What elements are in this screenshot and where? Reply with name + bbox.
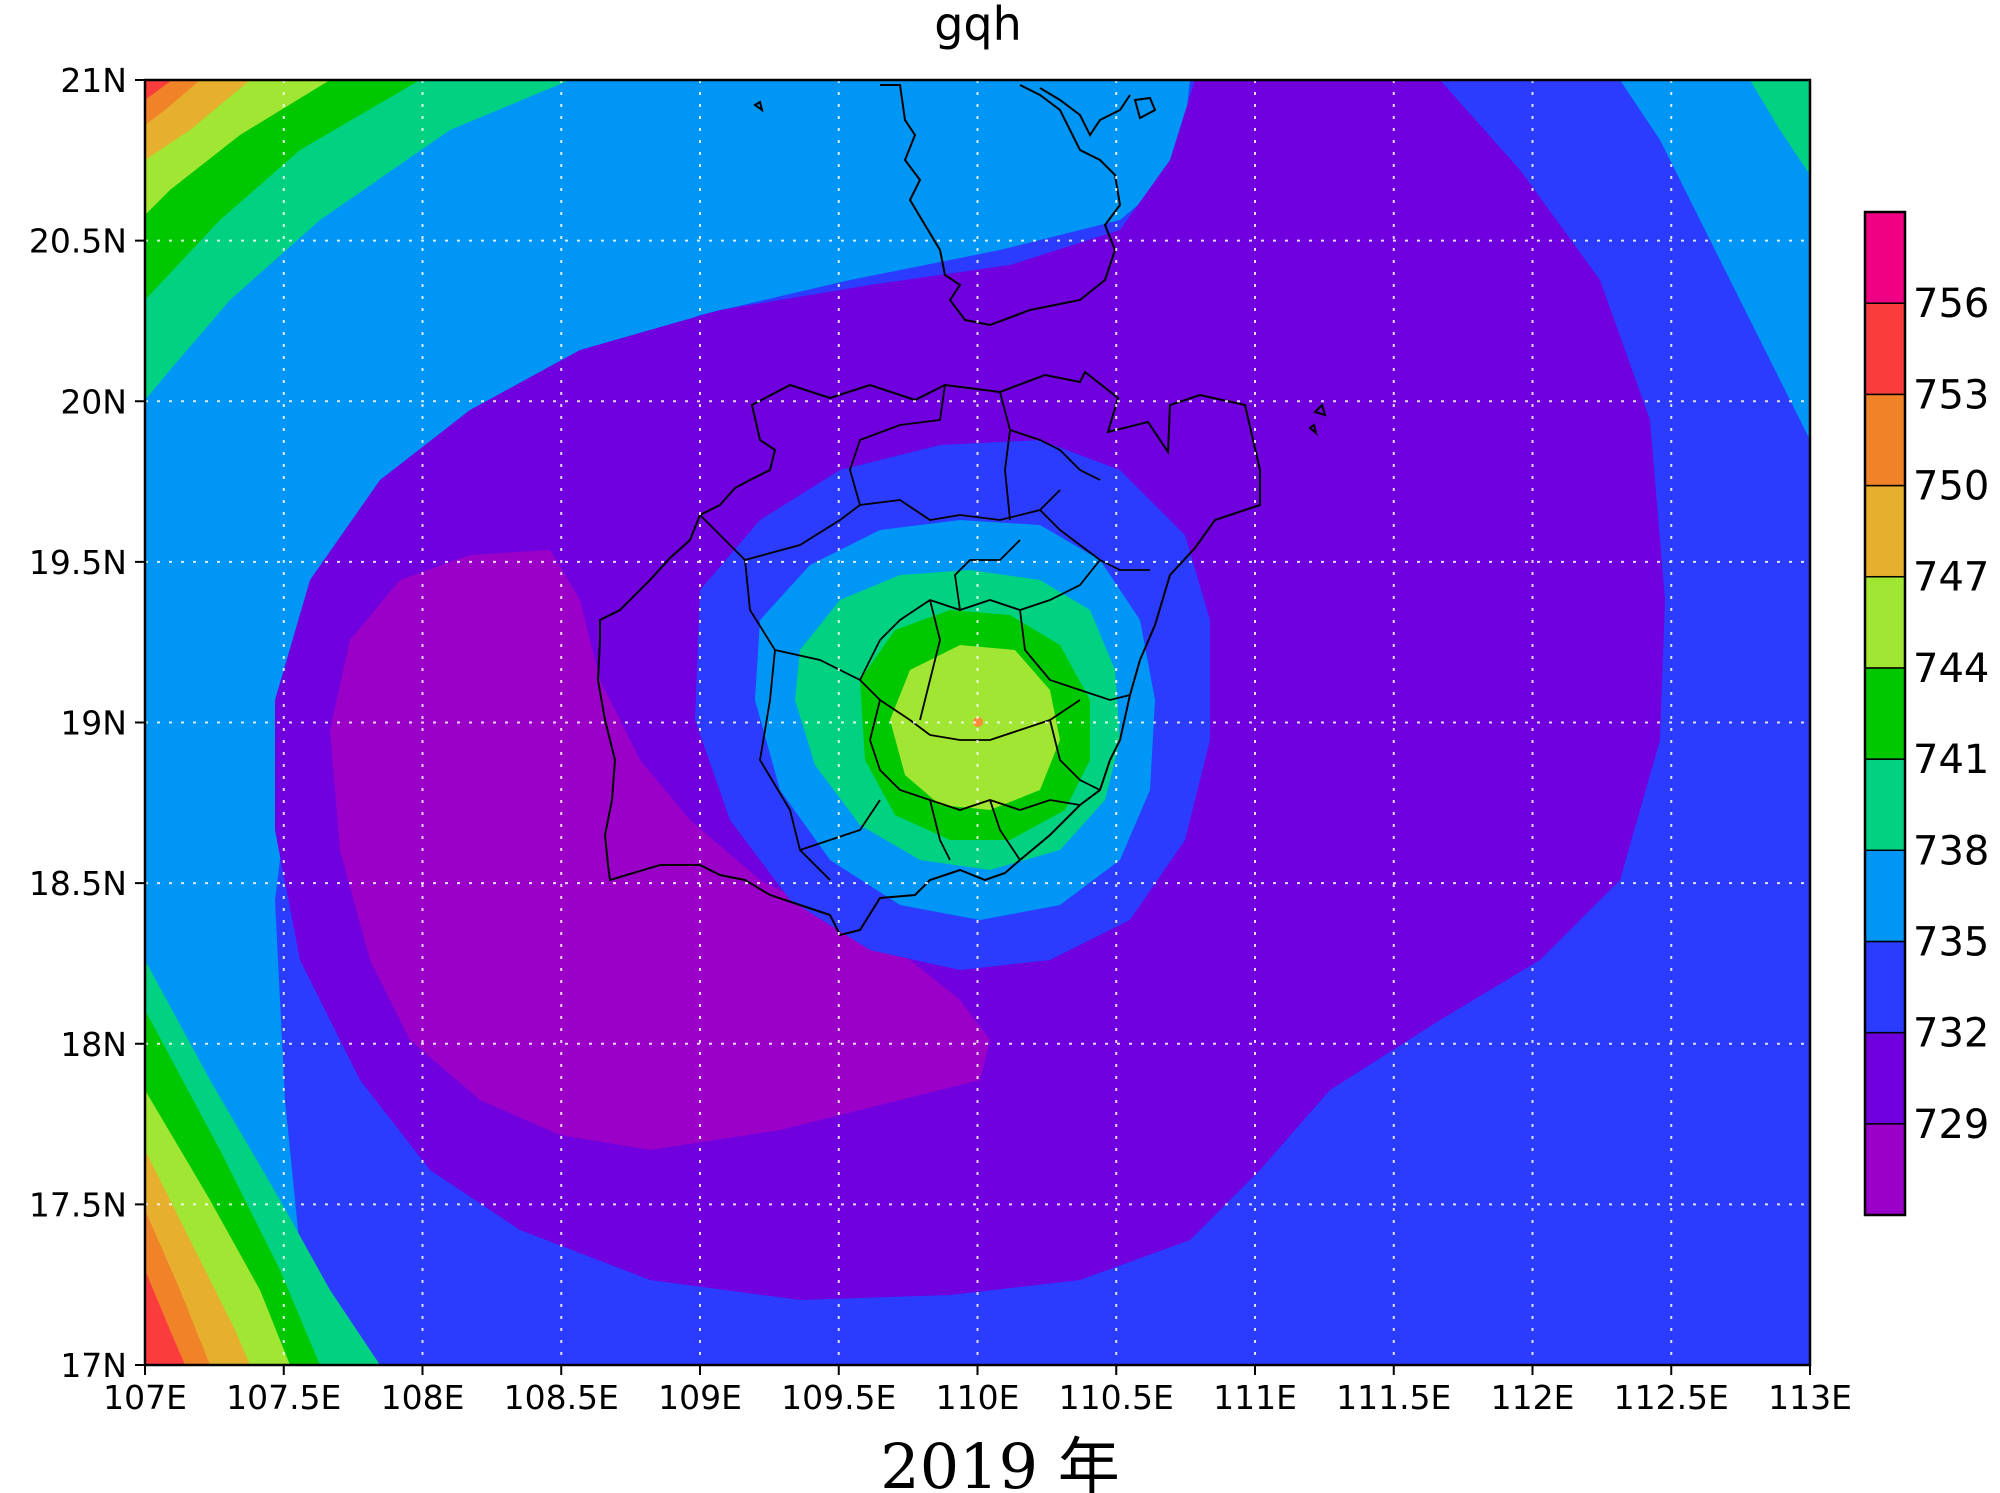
center-marker xyxy=(973,717,983,727)
y-tick-label: 18.5N xyxy=(29,864,127,903)
colorbar-swatch xyxy=(1864,302,1906,396)
year-caption: 2019 年 xyxy=(880,1430,1120,1493)
contour-field xyxy=(145,80,1810,1365)
x-tick-label: 111E xyxy=(1213,1378,1297,1417)
leizhou-north xyxy=(1039,87,1131,137)
colorbar-label: 753 xyxy=(1913,372,1989,418)
colorbar-swatch xyxy=(1864,1031,1906,1125)
colorbar-swatch xyxy=(1864,1123,1906,1216)
x-tick-label: 108.5E xyxy=(504,1378,619,1417)
x-tick-label: 112.5E xyxy=(1614,1378,1729,1417)
x-tick-label: 112E xyxy=(1491,1378,1575,1417)
x-tick-label: 113E xyxy=(1768,1378,1852,1417)
y-tick-label: 17.5N xyxy=(29,1185,127,1224)
x-axis: 107E 107.5E 108E 108.5E 109E 109.5E 110E 110.5E… xyxy=(103,1365,1852,1417)
contour-band xyxy=(1630,80,1810,440)
colorbar-swatch xyxy=(1864,940,1906,1034)
colorbar-label: 729 xyxy=(1913,1102,1989,1148)
colorbar-label: 747 xyxy=(1913,555,1989,601)
colorbar-swatch xyxy=(1864,575,1906,669)
y-tick-label: 20N xyxy=(60,382,127,421)
y-tick-label: 19N xyxy=(60,704,127,743)
y-axis: 17N 17.5N 18N 18.5N 19N 19.5N 20N 20.5N 21N xyxy=(29,61,145,1385)
contour-band xyxy=(330,550,990,1150)
y-tick-label: 21N xyxy=(60,61,127,100)
y-tick-label: 19.5N xyxy=(29,543,127,582)
colorbar-label: 735 xyxy=(1913,919,1989,965)
hainan-outline xyxy=(596,370,1261,937)
colorbar-swatch xyxy=(1864,758,1906,852)
contour-band xyxy=(145,80,200,125)
y-tick-label: 18N xyxy=(60,1025,127,1064)
y-tick-label: 17N xyxy=(60,1346,127,1385)
x-tick-label: 111.5E xyxy=(1336,1378,1451,1417)
colorbar-label: 732 xyxy=(1913,1011,1989,1057)
islet xyxy=(1133,96,1157,120)
colorbar-label: 738 xyxy=(1913,828,1989,874)
colorbar: 729 732 735 738 741 744 747 750 753 756 xyxy=(1863,210,1989,1217)
colorbar-label: 741 xyxy=(1913,737,1989,783)
colorbar-label: 756 xyxy=(1913,281,1989,327)
contour-band xyxy=(145,80,172,100)
contour-band xyxy=(1750,80,1810,175)
x-tick-label: 110.5E xyxy=(1059,1378,1174,1417)
colorbar-swatch xyxy=(1864,849,1906,943)
colorbar-frame xyxy=(1863,210,1907,1217)
islet xyxy=(1308,423,1318,436)
x-tick-label: 109.5E xyxy=(781,1378,896,1417)
islet xyxy=(753,100,764,113)
y-tick-label: 20.5N xyxy=(29,222,127,261)
colorbar-swatch xyxy=(1864,393,1906,487)
colorbar-swatch xyxy=(1864,484,1906,578)
coastline xyxy=(596,84,1327,937)
x-tick-label: 107E xyxy=(103,1378,187,1417)
colorbar-label: 744 xyxy=(1913,646,1989,692)
contour-band xyxy=(890,645,1060,810)
gridlines xyxy=(145,80,1810,1365)
contour-band xyxy=(145,1270,185,1365)
county-boundaries xyxy=(699,384,1150,881)
x-tick-label: 109E xyxy=(658,1378,742,1417)
x-tick-label: 107.5E xyxy=(226,1378,341,1417)
colorbar-label: 750 xyxy=(1913,464,1989,510)
colorbar-swatch xyxy=(1864,211,1906,304)
chart-title: gqh xyxy=(934,0,1022,51)
leizhou-peninsula xyxy=(880,84,1122,327)
colorbar-swatch xyxy=(1864,667,1906,760)
x-tick-label: 108E xyxy=(381,1378,465,1417)
x-tick-label: 110E xyxy=(936,1378,1020,1417)
islet xyxy=(1313,403,1327,417)
